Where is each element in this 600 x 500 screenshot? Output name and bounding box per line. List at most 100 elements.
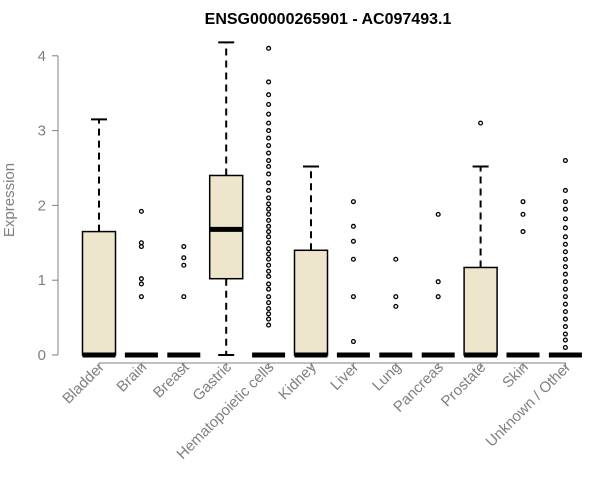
outlier-point <box>562 187 568 193</box>
outlier-point <box>562 331 568 337</box>
outlier-point <box>266 246 272 252</box>
outlier-point <box>266 251 272 257</box>
outlier-point <box>350 238 356 244</box>
outlier-point <box>266 306 272 312</box>
outlier-point <box>562 294 568 300</box>
outlier-point <box>266 311 272 317</box>
outlier-point <box>393 256 399 262</box>
box-group <box>548 157 582 358</box>
box-group <box>293 165 329 358</box>
box-group <box>81 118 117 358</box>
box-body <box>293 249 329 356</box>
box-group <box>208 41 244 356</box>
outlier-point <box>138 276 144 282</box>
boxes-layer <box>81 41 582 358</box>
outlier-point <box>266 143 272 149</box>
outlier-point <box>266 157 272 164</box>
box-group <box>506 199 540 358</box>
outlier-point <box>520 229 526 235</box>
x-tick-label: Liver <box>327 359 362 394</box>
outlier-point <box>266 120 272 126</box>
outlier-point <box>562 249 568 255</box>
outlier-point <box>266 223 272 229</box>
outlier-point <box>350 223 356 229</box>
outlier-point <box>350 294 356 300</box>
outlier-point <box>266 92 272 98</box>
outlier-point <box>350 338 356 345</box>
box-group <box>463 120 498 358</box>
outlier-point <box>562 199 568 205</box>
outlier-point <box>138 281 144 287</box>
outlier-point <box>562 309 568 315</box>
outlier-point <box>266 234 272 240</box>
outlier-point <box>520 199 526 205</box>
box-group <box>167 243 201 358</box>
outlier-point <box>266 111 272 117</box>
x-tick-label: Bladder <box>59 359 108 408</box>
outlier-point <box>266 256 272 262</box>
outlier-point <box>562 241 568 247</box>
box-body <box>81 230 117 356</box>
outlier-point <box>562 157 568 164</box>
outlier-point <box>435 294 441 300</box>
outlier-point <box>266 217 272 223</box>
outlier-point <box>266 187 272 193</box>
outlier-point <box>181 255 187 261</box>
outlier-point <box>266 79 272 85</box>
x-tick-label: Breast <box>150 358 193 401</box>
outlier-point <box>266 206 272 212</box>
box-group <box>421 211 455 358</box>
outlier-point <box>562 316 568 322</box>
outlier-point <box>562 286 568 292</box>
outlier-point <box>266 128 272 134</box>
outlier-point <box>266 300 272 306</box>
outlier-point <box>266 240 272 246</box>
outlier-point <box>350 256 356 262</box>
outlier-point <box>562 264 568 270</box>
outlier-point <box>478 120 484 126</box>
y-tick-label: 2 <box>38 197 46 214</box>
outlier-point <box>266 195 272 201</box>
outlier-point <box>266 45 272 51</box>
y-axis-label: Expression <box>1 163 18 237</box>
outlier-point <box>266 273 272 280</box>
outlier-point <box>266 286 272 292</box>
outlier-point <box>266 262 272 268</box>
outlier-point <box>266 163 272 170</box>
outlier-point <box>266 281 272 287</box>
x-tick-label: Brain <box>113 359 150 396</box>
outlier-point <box>562 337 568 343</box>
outlier-point <box>562 225 568 231</box>
outlier-point <box>266 316 272 322</box>
box-group <box>379 256 413 358</box>
y-axis: 0 1 2 3 4 <box>38 48 59 364</box>
outlier-point <box>562 324 568 330</box>
outlier-point <box>435 211 441 217</box>
outlier-point <box>266 201 272 207</box>
x-tick-label: Kidney <box>275 358 320 403</box>
outlier-point <box>138 240 144 246</box>
outlier-point <box>266 135 272 141</box>
outlier-point <box>138 208 144 214</box>
outlier-point <box>520 211 526 217</box>
chart-title: ENSG00000265901 - AC097493.1 <box>205 11 452 28</box>
x-tick-label: Skin <box>499 359 532 392</box>
outlier-point <box>393 303 399 309</box>
outlier-point <box>562 234 568 240</box>
x-tick-label: Lung <box>369 359 405 395</box>
outlier-point <box>266 101 272 107</box>
outlier-point <box>266 294 272 300</box>
outlier-point <box>266 150 272 156</box>
outlier-point <box>181 243 187 250</box>
outlier-point <box>350 199 356 205</box>
box-group <box>252 45 286 358</box>
outlier-point <box>562 271 568 277</box>
outlier-point <box>266 268 272 274</box>
outlier-point <box>562 279 568 285</box>
outlier-point <box>266 180 272 186</box>
y-tick-label: 4 <box>38 48 46 65</box>
x-tick-label: Prostate <box>438 359 490 411</box>
y-tick-label: 0 <box>38 347 46 364</box>
